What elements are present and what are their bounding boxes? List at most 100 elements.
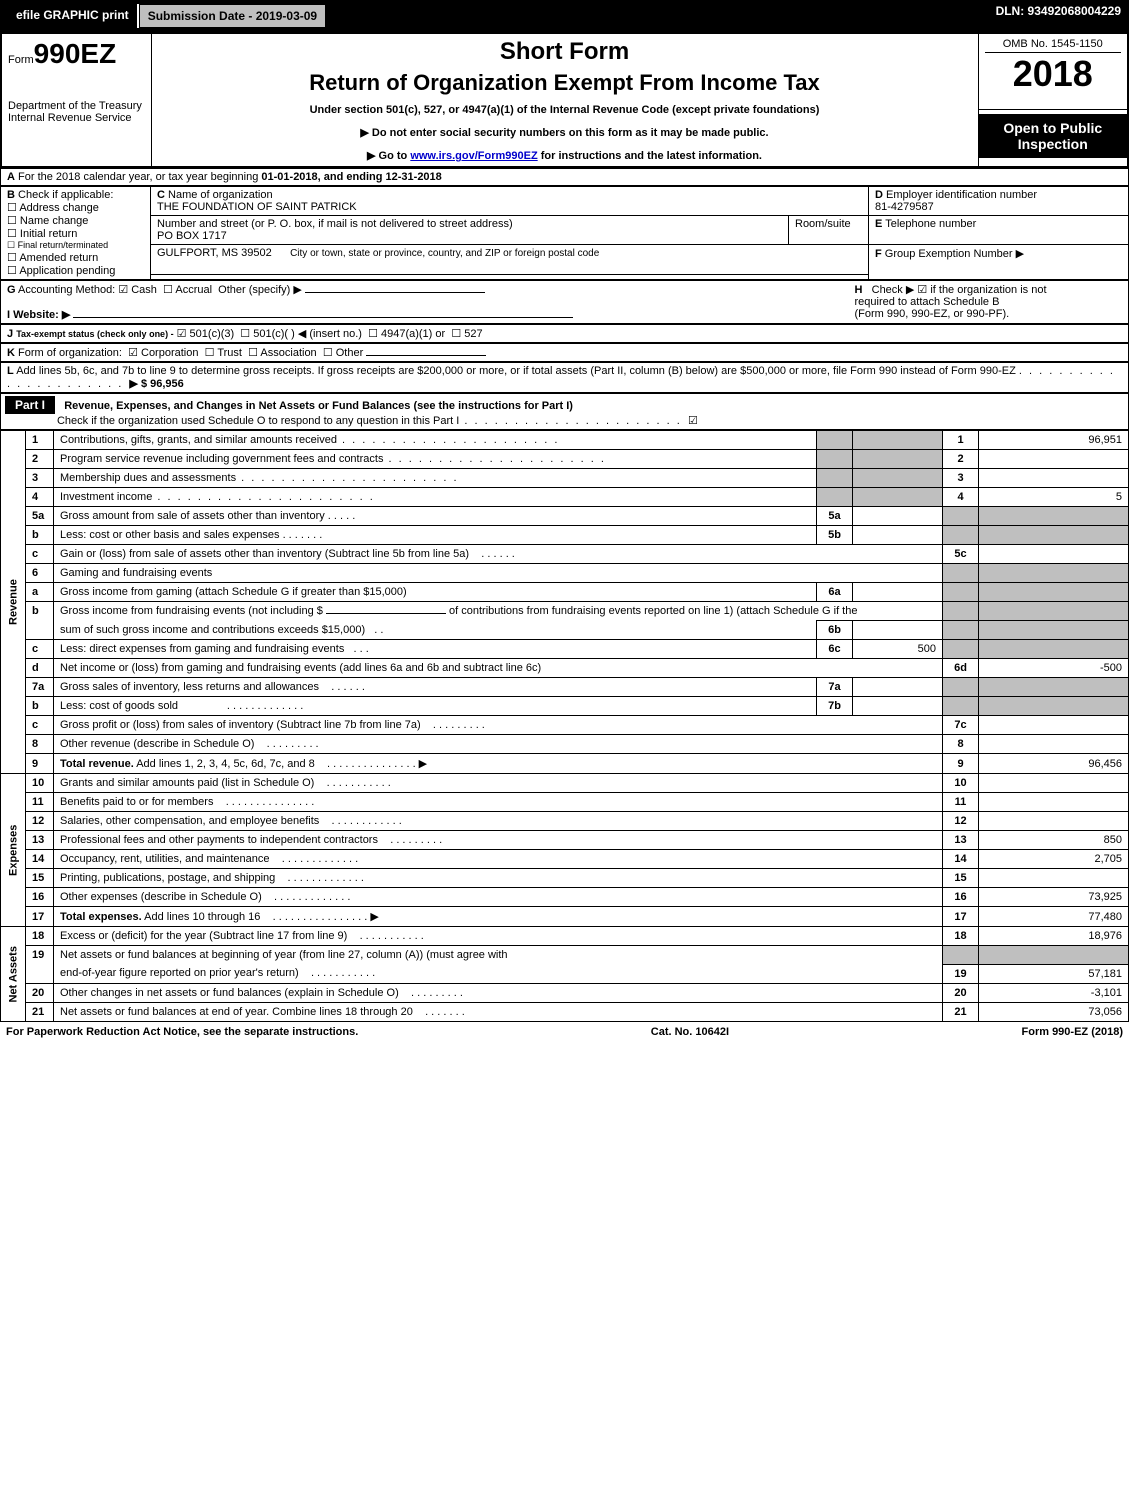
line-7a-text: Gross sales of inventory, less returns a… [54, 678, 817, 697]
form-prefix: Form [8, 54, 34, 66]
check-cash[interactable]: ☑ Cash [118, 284, 157, 296]
check-address[interactable]: ☐ Address change [7, 201, 144, 214]
line-6d-amount: -500 [979, 659, 1129, 678]
return-title: Return of Organization Exempt From Incom… [158, 70, 972, 96]
check-schedule-o[interactable]: ☑ [688, 415, 698, 427]
city-state-zip: GULFPORT, MS 39502 [157, 247, 272, 259]
efile-label: efile GRAPHIC print [8, 4, 139, 28]
line-5a-text: Gross amount from sale of assets other t… [54, 507, 817, 526]
top-bar: efile GRAPHIC print Submission Date - 20… [0, 0, 1129, 32]
netassets-side-label: Net Assets [1, 927, 26, 1022]
line-21-text: Net assets or fund balances at end of ye… [54, 1002, 943, 1021]
check-4947[interactable]: ☐ 4947(a)(1) or [368, 328, 445, 340]
line-11-amount [979, 793, 1129, 812]
line-13-amount: 850 [979, 831, 1129, 850]
irs-link[interactable]: www.irs.gov/Form990EZ [410, 150, 537, 162]
line-16-amount: 73,925 [979, 888, 1129, 907]
line-1-amount: 96,951 [979, 431, 1129, 450]
notice-link: ▶ Go to www.irs.gov/Form990EZ for instru… [158, 149, 972, 162]
line-20-amount: -3,101 [979, 983, 1129, 1002]
line-18-text: Excess or (deficit) for the year (Subtra… [54, 927, 943, 946]
line-1-text: Contributions, gifts, grants, and simila… [54, 431, 817, 450]
check-schedule-b[interactable]: ☑ [917, 284, 927, 296]
line-3-text: Membership dues and assessments [54, 469, 817, 488]
line-6d-text: Net income or (loss) from gaming and fun… [54, 659, 943, 678]
line-6b-text3: sum of such gross income and contributio… [54, 621, 817, 640]
tax-year: 2018 [985, 53, 1122, 95]
check-amended[interactable]: ☐ Amended return [7, 251, 144, 264]
line-18-amount: 18,976 [979, 927, 1129, 946]
form-number: 990EZ [34, 38, 117, 69]
line-7c-amount [979, 716, 1129, 735]
part1-header: Part I Revenue, Expenses, and Changes in… [0, 393, 1129, 430]
info-table: B Check if applicable: ☐ Address change … [0, 186, 1129, 280]
dln: DLN: 93492068004229 [988, 0, 1129, 32]
line-12-amount [979, 812, 1129, 831]
check-final[interactable]: ☐ Final return/terminated [7, 240, 144, 251]
line-15-text: Printing, publications, postage, and shi… [54, 869, 943, 888]
line-15-amount [979, 869, 1129, 888]
line-4-text: Investment income [54, 488, 817, 507]
check-other-org[interactable]: ☐ Other [323, 347, 363, 359]
line-4-amount: 5 [979, 488, 1129, 507]
section-k: K Form of organization: ☑ Corporation ☐ … [0, 343, 1129, 362]
check-accrual[interactable]: ☐ Accrual [163, 284, 212, 296]
line-5b-text: Less: cost or other basis and sales expe… [54, 526, 817, 545]
section-j: J Tax-exempt status (check only one) - ☑… [0, 324, 1129, 343]
omb-number: OMB No. 1545-1150 [985, 38, 1122, 53]
line-6-text: Gaming and fundraising events [54, 564, 943, 583]
check-trust[interactable]: ☐ Trust [205, 347, 242, 359]
page-footer: For Paperwork Reduction Act Notice, see … [0, 1022, 1129, 1042]
section-b-label: B [7, 189, 15, 201]
check-pending[interactable]: ☐ Application pending [7, 264, 144, 277]
line-14-text: Occupancy, rent, utilities, and maintena… [54, 850, 943, 869]
line-8-text: Other revenue (describe in Schedule O) .… [54, 735, 943, 754]
check-corporation[interactable]: ☑ Corporation [128, 347, 198, 359]
line-6c-text: Less: direct expenses from gaming and fu… [54, 640, 817, 659]
line-19-amount: 57,181 [979, 964, 1129, 983]
part1-tab: Part I [5, 396, 55, 414]
line-11-text: Benefits paid to or for members . . . . … [54, 793, 943, 812]
notice-ssn: ▶ Do not enter social security numbers o… [158, 126, 972, 139]
submission-date: Submission Date - 2019-03-09 [139, 4, 326, 28]
line-6b-text1: Gross income from fundraising events (no… [54, 602, 943, 621]
check-527[interactable]: ☐ 527 [451, 328, 482, 340]
form-header: Form990EZ Department of the Treasury Int… [0, 32, 1129, 168]
check-association[interactable]: ☐ Association [248, 347, 317, 359]
line-7b-text: Less: cost of goods sold . . . . . . . .… [54, 697, 817, 716]
section-a: A For the 2018 calendar year, or tax yea… [0, 168, 1129, 186]
section-a-label: A [7, 171, 15, 183]
line-5c-text: Gain or (loss) from sale of assets other… [54, 545, 943, 564]
room-suite-label: Room/suite [789, 216, 869, 245]
street-address: PO BOX 1717 [157, 230, 227, 242]
short-form-title: Short Form [158, 38, 972, 66]
line-2-text: Program service revenue including govern… [54, 450, 817, 469]
footer-right: Form 990-EZ (2018) [1022, 1026, 1124, 1038]
check-name[interactable]: ☐ Name change [7, 214, 144, 227]
check-501c3[interactable]: ☑ 501(c)(3) [177, 328, 235, 340]
line-3-amount [979, 469, 1129, 488]
check-501c[interactable]: ☐ 501(c)( ) [240, 328, 294, 340]
department: Department of the Treasury [8, 100, 145, 112]
subtitle: Under section 501(c), 527, or 4947(a)(1)… [158, 104, 972, 116]
line-8-amount [979, 735, 1129, 754]
line-19-text1: Net assets or fund balances at beginning… [54, 946, 943, 965]
line-5c-amount [979, 545, 1129, 564]
check-initial[interactable]: ☐ Initial return [7, 227, 144, 240]
line-6a-text: Gross income from gaming (attach Schedul… [54, 583, 817, 602]
line-10-text: Grants and similar amounts paid (list in… [54, 774, 943, 793]
revenue-side-label: Revenue [1, 431, 26, 774]
line-table: Revenue 1 Contributions, gifts, grants, … [0, 430, 1129, 1022]
open-public-badge: Open to Public Inspection [979, 114, 1128, 158]
section-gh: G Accounting Method: ☑ Cash ☐ Accrual Ot… [0, 280, 1129, 324]
expenses-side-label: Expenses [1, 774, 26, 927]
line-6c-subamount: 500 [853, 640, 943, 659]
line-12-text: Salaries, other compensation, and employ… [54, 812, 943, 831]
line-17-amount: 77,480 [979, 907, 1129, 927]
check-other[interactable]: Other (specify) ▶ [218, 284, 302, 296]
gross-receipts: ▶ $ 96,956 [129, 378, 183, 390]
line-21-amount: 73,056 [979, 1002, 1129, 1021]
line-10-amount [979, 774, 1129, 793]
line-16-text: Other expenses (describe in Schedule O) … [54, 888, 943, 907]
line-17-text: Total expenses. Add lines 10 through 16 … [54, 907, 943, 927]
